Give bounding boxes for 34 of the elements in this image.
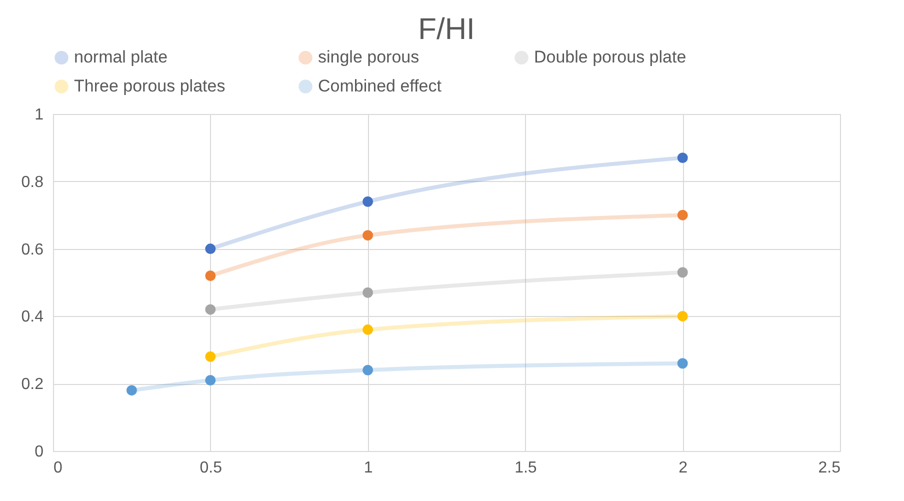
chart-title: F/HI [418, 13, 475, 46]
point [205, 304, 216, 315]
legend-label: Double porous plate [534, 48, 686, 67]
x-tick-label: 1.5 [514, 460, 537, 476]
legend-label: Combined effect [318, 76, 442, 96]
x-tick-label: 0 [54, 460, 62, 476]
x-tick-label: 0.5 [200, 460, 222, 476]
y-tick-label: 1 [34, 106, 44, 124]
legend-label: single porous [318, 48, 420, 67]
point [362, 287, 374, 298]
x-tick-label: 2.5 [818, 460, 841, 476]
legend-label: Three porous plates [74, 76, 226, 96]
point [362, 230, 374, 241]
point [677, 152, 688, 164]
y-tick-label: 0 [34, 444, 44, 460]
point [205, 351, 216, 362]
point [205, 270, 216, 281]
x-tick-label: 2 [678, 460, 688, 476]
y-tick-label: 0.2 [21, 376, 44, 394]
point [677, 267, 688, 278]
point [205, 244, 216, 254]
point [362, 364, 374, 376]
point [362, 324, 374, 335]
y-tick-label: 0.8 [21, 174, 44, 191]
point [362, 196, 374, 207]
x-tick-label: 1 [364, 460, 373, 476]
y-tick-label: 0.4 [21, 308, 44, 326]
point [677, 310, 688, 322]
point [677, 210, 688, 220]
point [205, 374, 216, 386]
y-tick-label: 0.6 [21, 241, 44, 258]
point [126, 385, 137, 396]
legend-label: normal plate [74, 48, 168, 67]
point [677, 358, 688, 369]
